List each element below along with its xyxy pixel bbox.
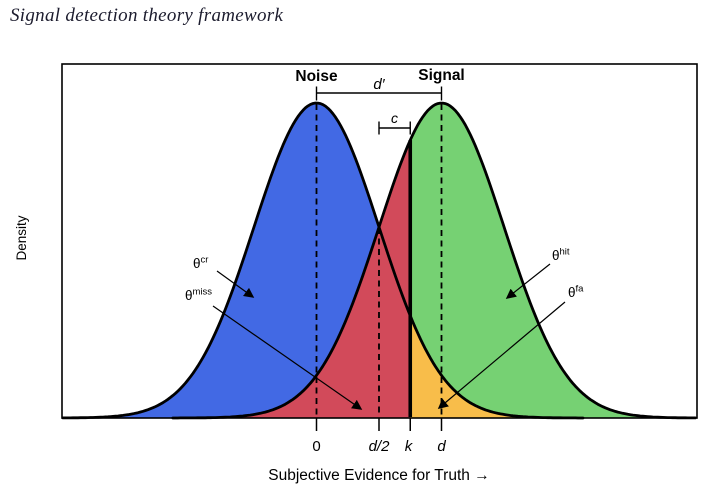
signal-area — [172, 103, 696, 418]
theta-miss-label: θmiss — [185, 287, 212, 304]
c-label: c — [391, 110, 398, 126]
theta-fa-arrow — [437, 301, 566, 409]
theta-hit-arrow — [505, 263, 551, 299]
theta-cr-arrow — [216, 270, 255, 298]
x-axis-label: Subjective Evidence for Truth → — [268, 467, 489, 484]
x-tick-label-d: d — [437, 438, 446, 455]
dprime-bracket — [315, 86, 443, 101]
noise-area — [63, 103, 583, 418]
x-tick-label-0: 0 — [312, 438, 320, 455]
x-tick-label-d2: d/2 — [369, 438, 391, 455]
false-alarm-area — [410, 315, 586, 418]
signal-curve — [171, 101, 697, 420]
theta-fa-label: θfa — [568, 284, 584, 301]
theta-hit-label: θhit — [552, 247, 570, 264]
x-axis-ticks — [315, 418, 443, 431]
c-bracket — [378, 121, 411, 135]
theta-miss-arrow — [212, 305, 363, 410]
noise-label: Noise — [295, 68, 338, 85]
noise-curve — [61, 101, 585, 420]
theta-cr-label: θcr — [193, 255, 208, 272]
signal-label: Signal — [418, 67, 465, 84]
y-axis-label: Density — [14, 215, 29, 260]
chart-title: Signal detection theory framework — [10, 5, 284, 26]
x-tick-label-k: k — [405, 438, 414, 455]
dprime-label: d′ — [373, 76, 385, 93]
miss-area — [172, 140, 411, 418]
